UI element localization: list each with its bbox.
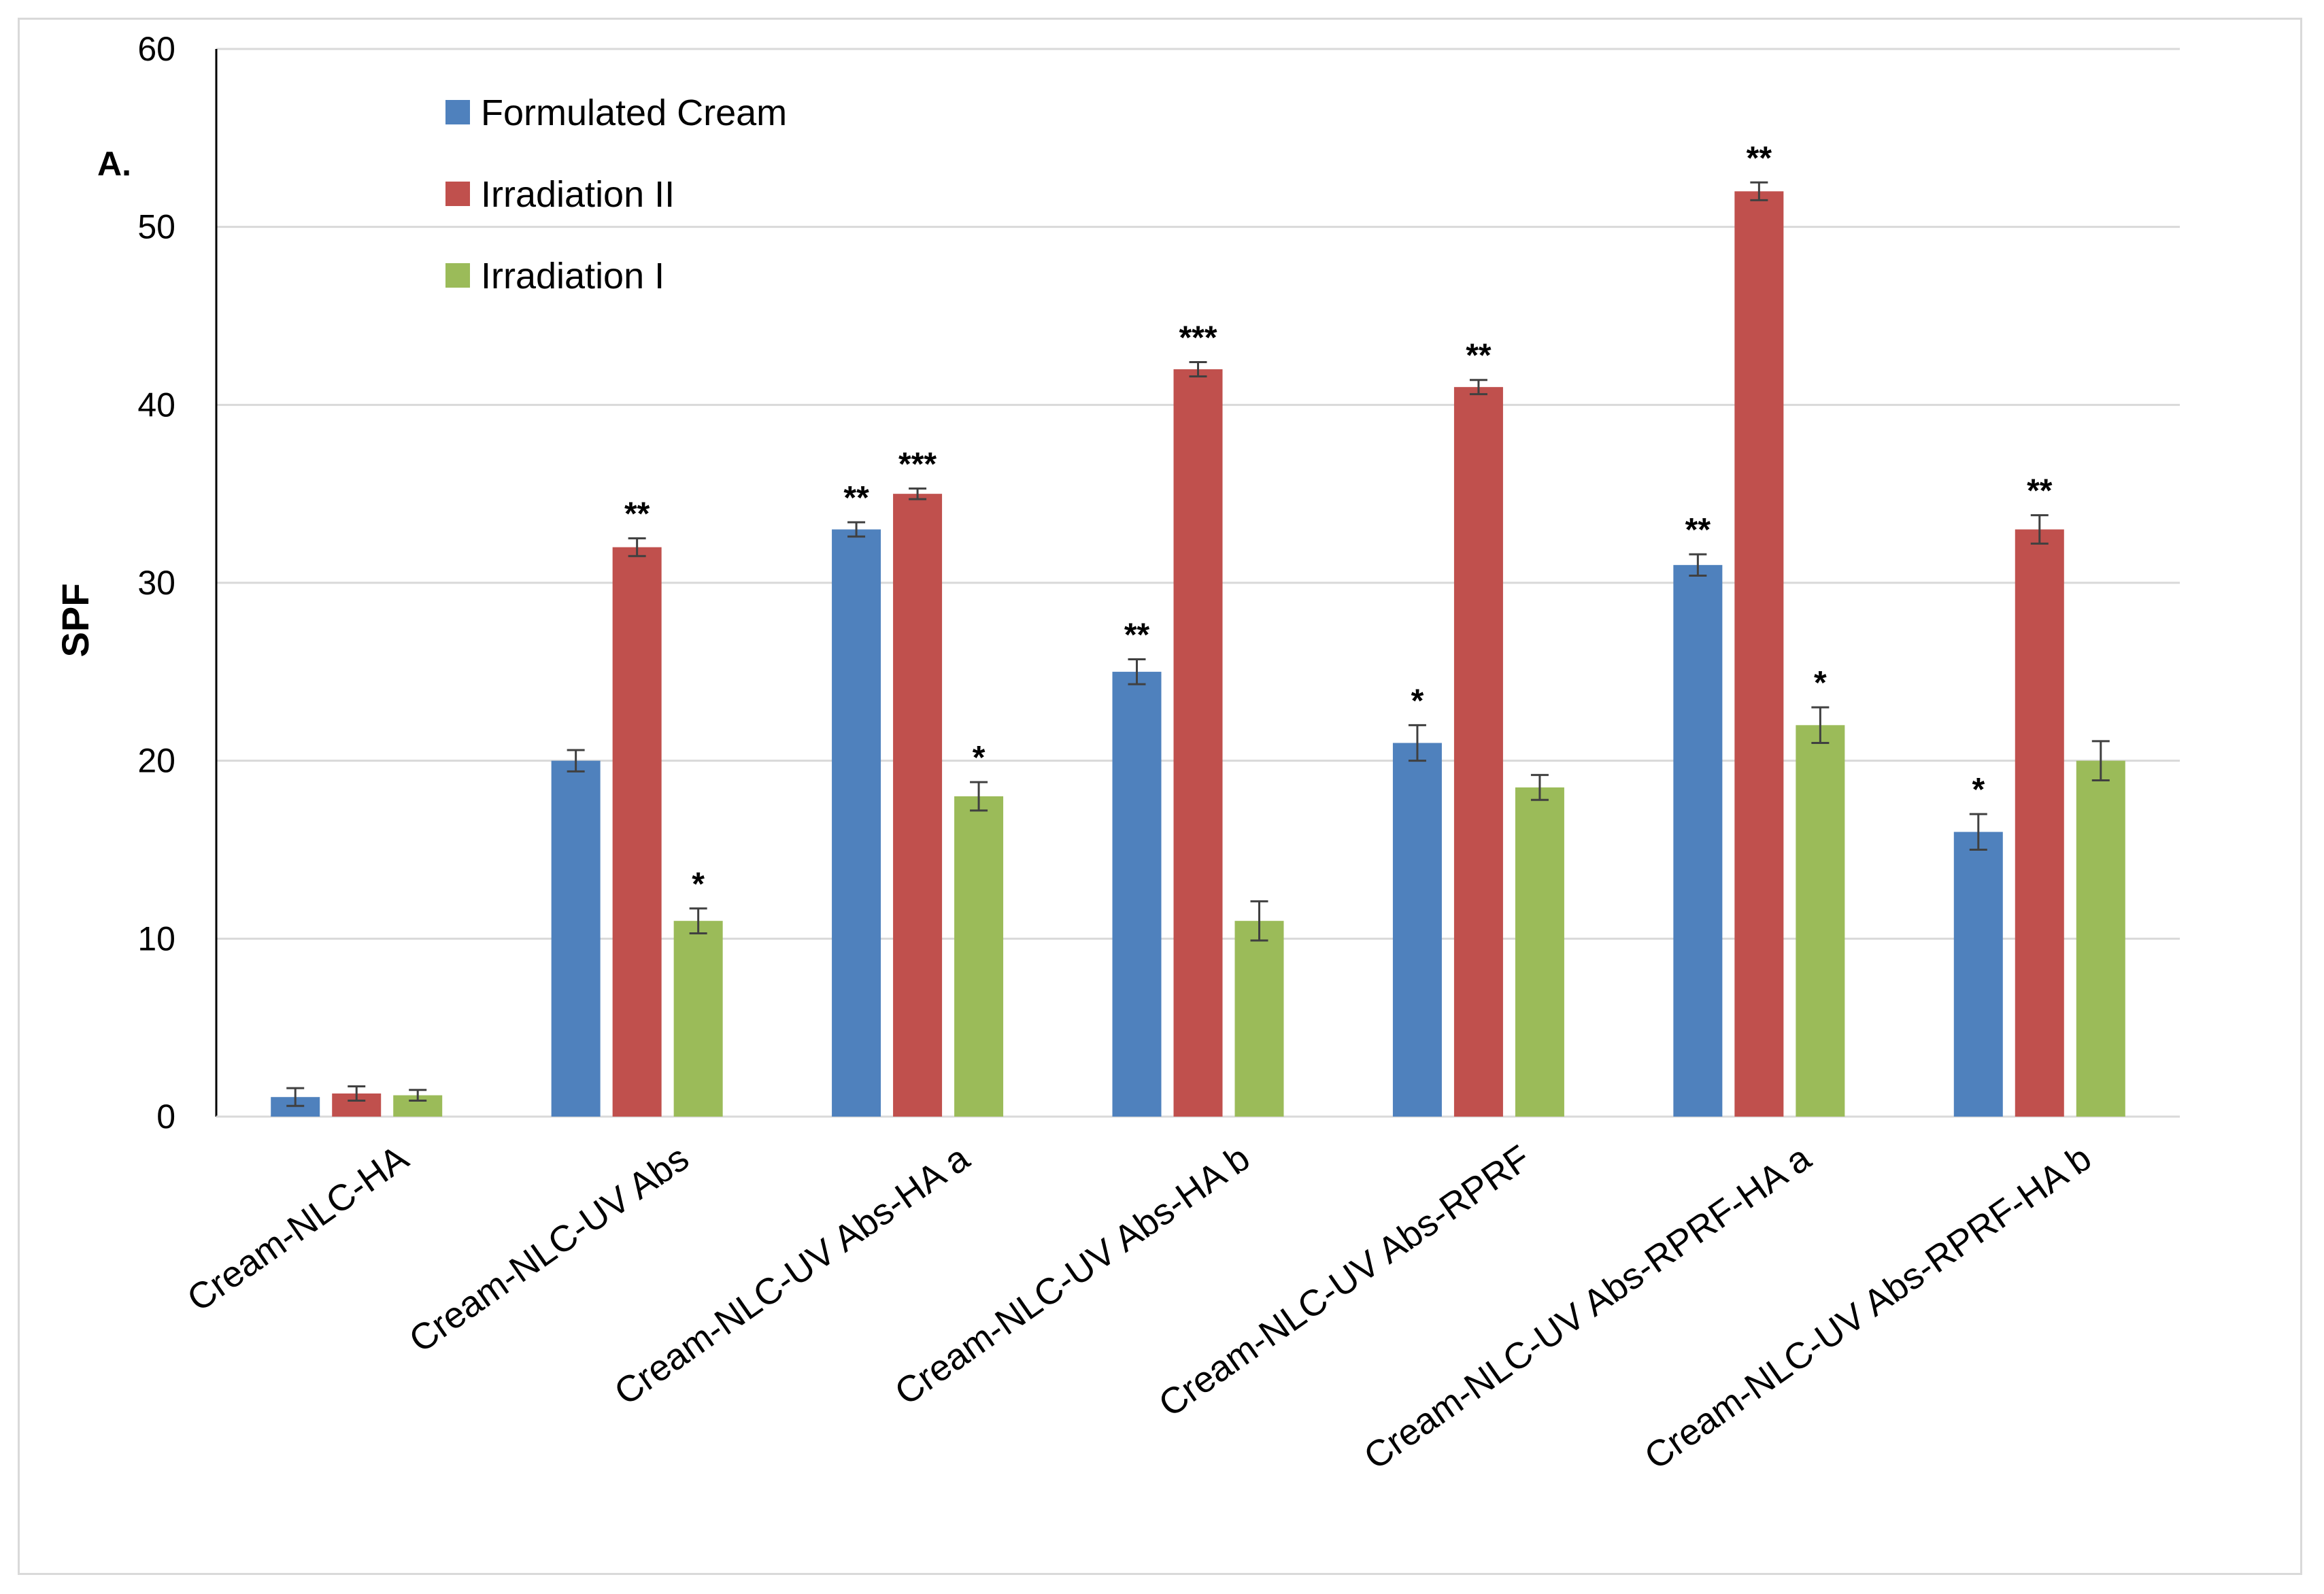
- legend-swatch-irradiation-ii: [445, 182, 470, 206]
- error-bar-formulated-cream-cream-nlc-uv-abs: [567, 749, 585, 773]
- error-bar-irradiation-ii-cream-nlc-uv-abs-ha-a: [909, 487, 927, 501]
- error-bar-formulated-cream-cream-nlc-uv-abs-ha-b: [1128, 658, 1146, 685]
- significance-formulated-cream-cream-nlc-uv-abs-ha-a: **: [843, 480, 869, 516]
- error-bar-irradiation-ii-cream-nlc-uv-abs-rprf: [1469, 379, 1487, 396]
- significance-formulated-cream-cream-nlc-uv-abs-ha-b: **: [1124, 617, 1150, 654]
- bar-formulated-cream-cream-nlc-uv-abs-rprf: [1392, 743, 1442, 1117]
- bar-irradiation-ii-cream-nlc-uv-abs-rprf: [1453, 387, 1503, 1117]
- significance-formulated-cream-cream-nlc-uv-abs-rprf-ha-b: *: [1972, 772, 1985, 808]
- bar-irradiation-i-cream-nlc-uv-abs-ha-b: [1234, 921, 1284, 1117]
- y-tick-label-40: 40: [137, 386, 175, 424]
- legend-label-formulated-cream: Formulated Cream: [481, 92, 787, 133]
- x-tick-label-cream-nlc-uv-abs: Cream-NLC-UV Abs: [402, 1138, 696, 1361]
- bar-irradiation-i-cream-nlc-uv-abs-rprf: [1515, 787, 1564, 1117]
- significance-irradiation-ii-cream-nlc-uv-abs-rprf: **: [1466, 338, 1492, 374]
- error-bar-irradiation-i-cream-nlc-uv-abs-ha-b: [1250, 900, 1268, 942]
- bar-irradiation-i-cream-nlc-uv-abs-rprf-ha-a: [1796, 725, 1845, 1117]
- error-bar-irradiation-i-cream-nlc-ha: [409, 1089, 427, 1102]
- error-bar-irradiation-i-cream-nlc-uv-abs-ha-a: [970, 781, 988, 812]
- error-bar-irradiation-ii-cream-nlc-uv-abs-ha-b: [1189, 361, 1207, 377]
- significance-irradiation-ii-cream-nlc-uv-abs-ha-b: ***: [1179, 320, 1217, 356]
- legend-swatch-irradiation-i: [445, 263, 470, 288]
- error-bar-formulated-cream-cream-nlc-uv-abs-rprf-ha-b: [1969, 813, 1987, 851]
- bar-irradiation-i-cream-nlc-uv-abs-rprf-ha-b: [2076, 760, 2125, 1117]
- panel-label: A.: [97, 145, 131, 183]
- significance-irradiation-ii-cream-nlc-uv-abs-ha-a: ***: [898, 446, 937, 482]
- error-bar-formulated-cream-cream-nlc-uv-abs-rprf: [1408, 724, 1426, 762]
- error-bar-irradiation-i-cream-nlc-uv-abs-rprf: [1530, 774, 1549, 801]
- significance-formulated-cream-cream-nlc-uv-abs-rprf: *: [1411, 683, 1424, 719]
- bar-formulated-cream-cream-nlc-uv-abs: [551, 760, 601, 1117]
- y-tick-label-10: 10: [137, 919, 175, 957]
- legend-swatch-formulated-cream: [445, 100, 470, 124]
- error-bar-formulated-cream-cream-nlc-ha: [286, 1087, 305, 1107]
- bar-formulated-cream-cream-nlc-uv-abs-ha-a: [832, 529, 881, 1117]
- bar-irradiation-ii-cream-nlc-uv-abs-rprf-ha-b: [2015, 529, 2064, 1117]
- significance-markers: *************************: [624, 140, 2053, 902]
- bar-irradiation-ii-cream-nlc-uv-abs-ha-a: [893, 494, 943, 1117]
- bar-irradiation-ii-cream-nlc-uv-abs: [612, 547, 662, 1117]
- y-axis-label: SPF: [54, 583, 97, 658]
- bar-formulated-cream-cream-nlc-uv-abs-ha-b: [1112, 671, 1162, 1117]
- significance-irradiation-i-cream-nlc-uv-abs-rprf-ha-a: *: [1814, 665, 1827, 701]
- y-tick-label-20: 20: [137, 742, 175, 780]
- y-tick-label-0: 0: [156, 1098, 175, 1136]
- error-bar-irradiation-i-cream-nlc-uv-abs-rprf-ha-a: [1811, 706, 1830, 744]
- legend-label-irradiation-i: Irradiation I: [481, 256, 664, 296]
- x-tick-label-cream-nlc-ha: Cream-NLC-HA: [180, 1138, 416, 1320]
- bar-irradiation-i-cream-nlc-uv-abs-ha-a: [954, 796, 1004, 1117]
- bar-formulated-cream-cream-nlc-uv-abs-rprf-ha-b: [1953, 832, 2003, 1117]
- legend-label-irradiation-ii: Irradiation II: [481, 174, 675, 215]
- significance-irradiation-i-cream-nlc-uv-abs-ha-a: *: [973, 740, 986, 776]
- error-bars: [286, 181, 2110, 1107]
- bars: [271, 191, 2125, 1117]
- significance-irradiation-i-cream-nlc-uv-abs: *: [692, 866, 705, 902]
- y-tick-label-50: 50: [137, 208, 175, 246]
- x-tick-label-cream-nlc-uv-abs-rprf-ha-a: Cream-NLC-UV Abs-RPRF-HA a: [1357, 1137, 1819, 1478]
- error-bar-irradiation-ii-cream-nlc-uv-abs: [628, 537, 646, 558]
- y-tick-labels: 0 10 20 30 40 50 60: [137, 30, 175, 1136]
- significance-formulated-cream-cream-nlc-uv-abs-rprf-ha-a: **: [1685, 512, 1711, 548]
- x-tick-label-cream-nlc-uv-abs-rprf-ha-b: Cream-NLC-UV Abs-RPRF-HA b: [1637, 1138, 2098, 1478]
- legend: Formulated Cream Irradiation II Irradiat…: [445, 92, 787, 296]
- y-tick-label-60: 60: [137, 30, 175, 68]
- bar-irradiation-i-cream-nlc-uv-abs: [673, 921, 723, 1117]
- error-bar-irradiation-ii-cream-nlc-ha: [348, 1085, 366, 1102]
- error-bar-formulated-cream-cream-nlc-uv-abs-rprf-ha-a: [1689, 553, 1707, 577]
- error-bar-irradiation-i-cream-nlc-uv-abs-rprf-ha-b: [2091, 740, 2110, 781]
- significance-irradiation-ii-cream-nlc-uv-abs-rprf-ha-b: **: [2027, 473, 2053, 509]
- bar-irradiation-ii-cream-nlc-uv-abs-rprf-ha-a: [1734, 191, 1784, 1117]
- error-bar-irradiation-i-cream-nlc-uv-abs: [689, 907, 707, 934]
- significance-irradiation-ii-cream-nlc-uv-abs: **: [624, 496, 650, 532]
- significance-irradiation-ii-cream-nlc-uv-abs-rprf-ha-a: **: [1747, 140, 1772, 176]
- bar-formulated-cream-cream-nlc-uv-abs-rprf-ha-a: [1673, 564, 1723, 1117]
- error-bar-irradiation-ii-cream-nlc-uv-abs-rprf-ha-a: [1750, 181, 1768, 201]
- error-bar-irradiation-ii-cream-nlc-uv-abs-rprf-ha-b: [2030, 514, 2049, 545]
- gridlines: [216, 48, 2180, 940]
- error-bar-formulated-cream-cream-nlc-uv-abs-ha-a: [847, 521, 866, 538]
- y-tick-label-30: 30: [137, 564, 175, 602]
- bar-irradiation-ii-cream-nlc-uv-abs-ha-b: [1173, 369, 1223, 1117]
